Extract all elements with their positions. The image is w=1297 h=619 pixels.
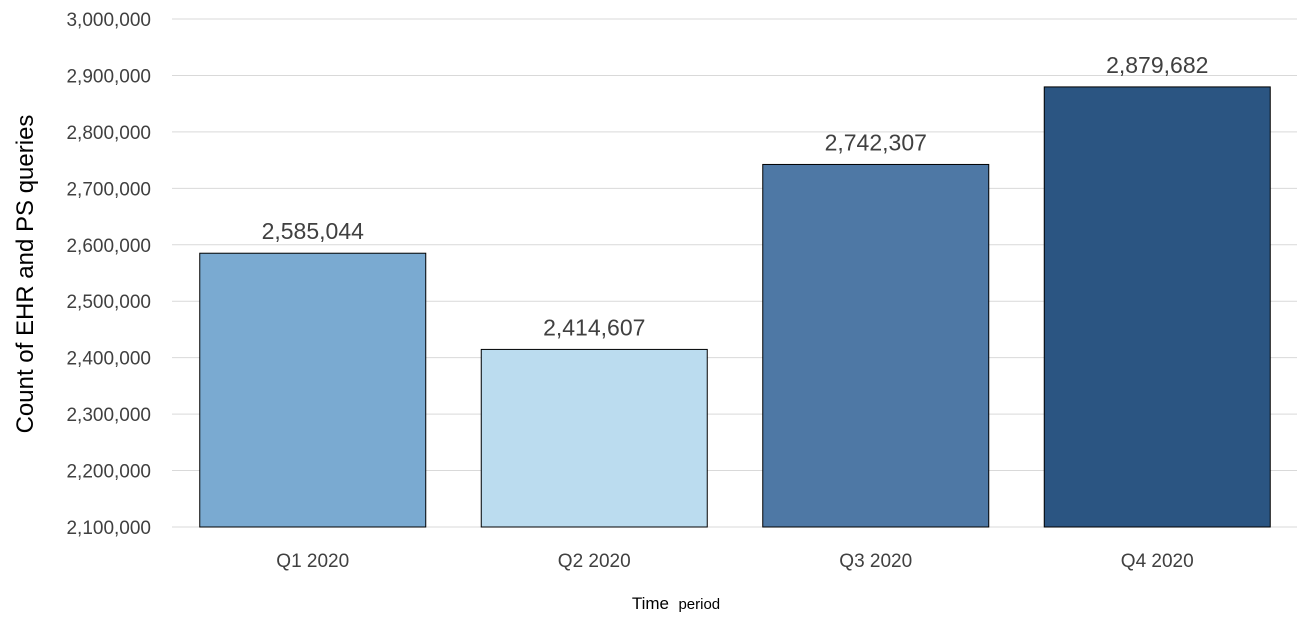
y-tick-label: 2,900,000 xyxy=(66,66,151,87)
data-label: 2,585,044 xyxy=(262,218,365,244)
x-axis-categories: Q1 2020 Q2 2020 Q3 2020 Q4 2020 xyxy=(276,551,1193,572)
y-tick-label: 2,800,000 xyxy=(66,123,151,144)
y-tick-label: 2,400,000 xyxy=(66,349,151,370)
x-category-label: Q3 2020 xyxy=(839,551,912,572)
y-tick-label: 3,000,000 xyxy=(66,10,151,31)
bars xyxy=(199,86,1271,528)
y-tick-label: 2,500,000 xyxy=(66,292,151,313)
y-tick-label: 2,600,000 xyxy=(66,236,151,257)
y-tick-label: 2,200,000 xyxy=(66,462,151,483)
data-label: 2,742,307 xyxy=(825,129,927,155)
y-tick-label: 2,100,000 xyxy=(66,518,151,539)
y-axis-ticks: 2,100,000 2,200,000 2,300,000 2,400,000 2,50… xyxy=(66,10,151,539)
data-label: 2,879,682 xyxy=(1106,52,1208,78)
x-category-label: Q1 2020 xyxy=(276,551,349,572)
x-axis-title: Time period xyxy=(632,594,720,613)
data-labels: 2,585,044 2,414,607 2,742,307 2,879,682 xyxy=(262,52,1209,341)
bar-q1-2020 xyxy=(199,252,427,528)
y-axis-title: Count of EHR and PS queries xyxy=(12,115,39,434)
bar-q2-2020 xyxy=(480,348,708,528)
x-category-label: Q4 2020 xyxy=(1121,551,1194,572)
y-tick-label: 2,300,000 xyxy=(66,405,151,426)
x-category-label: Q2 2020 xyxy=(558,551,631,572)
x-axis-title-part-1: Time xyxy=(632,594,669,613)
bar-q4-2020 xyxy=(1043,86,1271,528)
bar-q3-2020 xyxy=(762,163,990,528)
data-label: 2,414,607 xyxy=(543,314,645,340)
x-axis-title-part-2: period xyxy=(678,596,720,613)
y-tick-label: 2,700,000 xyxy=(66,179,151,200)
